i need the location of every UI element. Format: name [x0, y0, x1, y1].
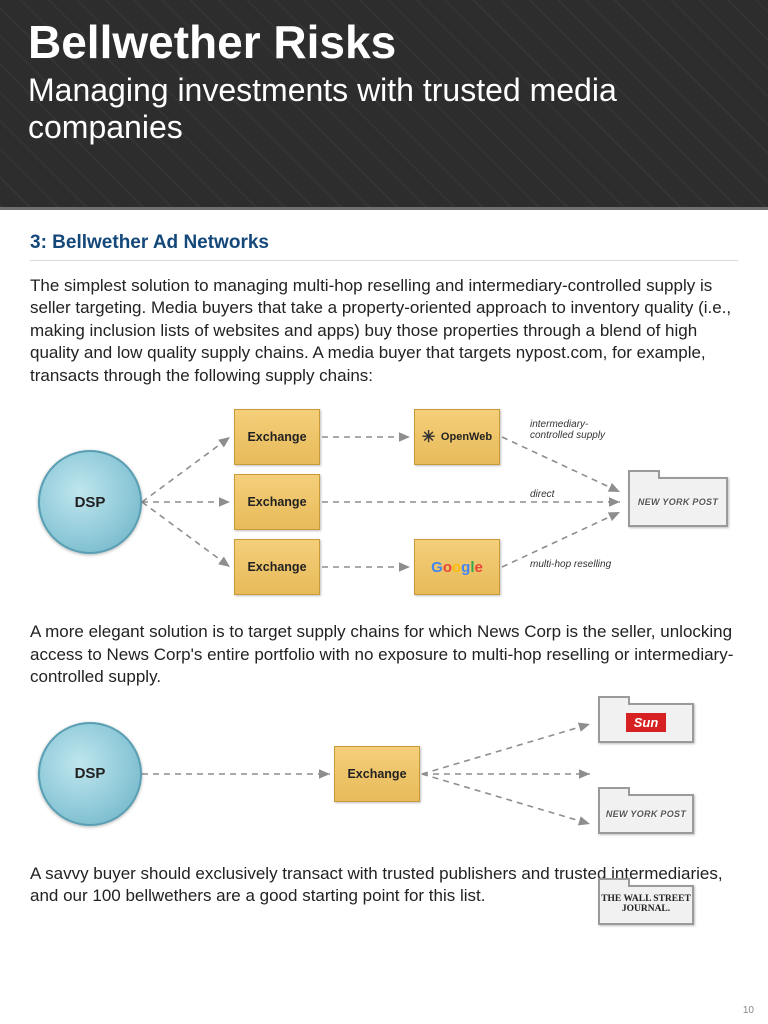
nypost-logo: NEW YORK POST — [606, 809, 686, 819]
google-logo: Google — [431, 559, 483, 576]
exchange-label: Exchange — [347, 767, 406, 781]
nypost-logo: NEW YORK POST — [638, 497, 718, 507]
wsj-logo: THE WALL STREET JOURNAL. — [600, 895, 692, 915]
exchange-label: Exchange — [247, 430, 306, 444]
openweb-node: OpenWeb — [414, 409, 500, 465]
exchange-node-1: Exchange — [234, 409, 320, 465]
dsp-node: DSP — [38, 450, 142, 554]
page-number: 10 — [743, 1005, 754, 1016]
sun-node: Sun — [598, 703, 694, 743]
hero-banner: Bellwether Risks Managing investments wi… — [0, 0, 768, 210]
openweb-icon — [422, 429, 438, 445]
section-heading: 3: Bellwether Ad Networks — [30, 232, 738, 261]
wsj-node: THE WALL STREET JOURNAL. — [598, 885, 694, 925]
paragraph-2: A more elegant solution is to target sup… — [30, 621, 738, 688]
dsp-label: DSP — [75, 494, 106, 511]
main-content: 3: Bellwether Ad Networks The simplest s… — [0, 210, 768, 907]
page-subtitle: Managing investments with trusted media … — [28, 72, 740, 146]
exchange-node-3: Exchange — [234, 539, 320, 595]
supply-chain-diagram-1: DSP Exchange Exchange Exchange OpenWeb G… — [30, 397, 738, 607]
paragraph-1: The simplest solution to managing multi-… — [30, 275, 738, 387]
exchange-label: Exchange — [247, 495, 306, 509]
path-label-2: direct — [530, 489, 554, 500]
google-node: Google — [414, 539, 500, 595]
nypost-node-2: NEW YORK POST — [598, 794, 694, 834]
page-title: Bellwether Risks — [28, 18, 740, 66]
exchange-node-single: Exchange — [334, 746, 420, 802]
path-label-3: multi-hop reselling — [530, 559, 611, 570]
exchange-label: Exchange — [247, 560, 306, 574]
dsp-node-2: DSP — [38, 722, 142, 826]
path-label-1: intermediary- controlled supply — [530, 419, 630, 441]
dsp-label: DSP — [75, 765, 106, 782]
exchange-node-2: Exchange — [234, 474, 320, 530]
supply-chain-diagram-2: DSP Exchange Sun NEW YORK POST THE WALL … — [30, 699, 738, 849]
sun-logo: Sun — [626, 713, 667, 732]
openweb-label: OpenWeb — [441, 431, 492, 443]
nypost-node: NEW YORK POST — [628, 477, 728, 527]
